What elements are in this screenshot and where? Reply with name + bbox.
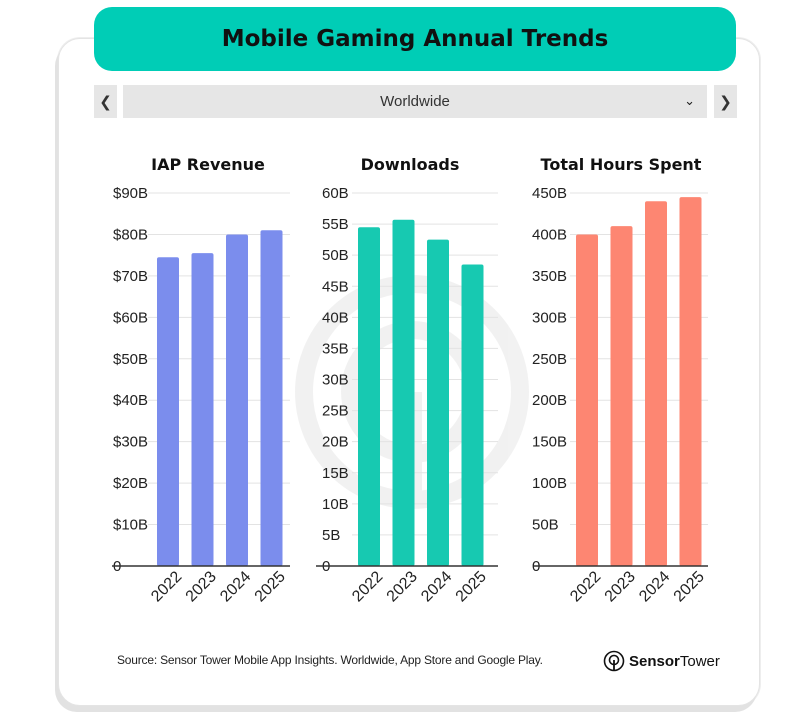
bar-2025 <box>461 264 484 566</box>
y-tick-label: 20B <box>322 434 349 451</box>
y-tick-label: 35B <box>322 340 349 357</box>
chart-title: Total Hours Spent <box>541 155 702 174</box>
x-tick-label: 2025 <box>671 568 708 605</box>
y-tick-label: 40B <box>322 309 349 326</box>
bar-2023 <box>191 253 214 566</box>
x-tick-label: 2024 <box>636 568 673 605</box>
y-tick-label: 300B <box>532 309 567 326</box>
x-tick-label: 2022 <box>148 568 185 605</box>
chart-title: Downloads <box>361 155 460 174</box>
y-tick-label: 25B <box>322 403 349 420</box>
x-tick-label: 2025 <box>252 568 289 605</box>
x-tick-label: 2022 <box>349 568 386 605</box>
brand-name-regular: Tower <box>679 652 720 670</box>
y-tick-label: $80B <box>113 226 148 243</box>
prev-region-button[interactable]: ❮ <box>94 85 117 118</box>
bar-2025 <box>679 197 702 566</box>
y-tick-label: 10B <box>322 496 349 513</box>
y-tick-label: $20B <box>113 475 148 492</box>
bar-2024 <box>427 239 449 566</box>
brand-name-bold: Sensor <box>629 652 680 670</box>
bar-2023 <box>610 226 633 566</box>
y-tick-label: 5B <box>322 527 340 544</box>
y-tick-label: $30B <box>113 434 148 451</box>
y-tick-label: 100B <box>532 475 567 492</box>
y-tick-label: 400B <box>532 226 567 243</box>
x-tick-label: 2022 <box>567 568 604 605</box>
y-tick-label: 200B <box>532 392 567 409</box>
bar-2022 <box>157 257 179 566</box>
y-tick-label: 50B <box>322 247 349 264</box>
chart-title: IAP Revenue <box>151 155 265 174</box>
chevron-down-icon: ⌄ <box>684 93 695 108</box>
chart-panel-0: IAP Revenue0$10B$20B$30B$40B$50B$60B$70B… <box>112 155 290 605</box>
bar-2024 <box>226 234 248 566</box>
x-tick-label: 2023 <box>602 568 639 605</box>
y-tick-label: $70B <box>113 268 148 285</box>
source-note: Source: Sensor Tower Mobile App Insights… <box>117 653 543 667</box>
x-tick-label: 2023 <box>384 568 421 605</box>
y-tick-label: $50B <box>113 351 148 368</box>
bar-2025 <box>260 230 283 567</box>
y-tick-label: 450B <box>532 185 567 202</box>
sensor-tower-logo: Sensor Tower <box>603 650 720 672</box>
y-tick-label: 50B <box>532 517 559 534</box>
y-tick-label: $40B <box>113 392 148 409</box>
y-tick-label: 55B <box>322 216 349 233</box>
page-title: Mobile Gaming Annual Trends <box>94 7 736 71</box>
y-tick-label: 150B <box>532 434 567 451</box>
y-tick-label: $10B <box>113 517 148 534</box>
bar-2022 <box>358 227 380 567</box>
y-tick-label: $90B <box>113 185 148 202</box>
chevron-left-icon: ❮ <box>99 93 112 111</box>
x-tick-label: 2024 <box>418 568 455 605</box>
y-tick-label: 45B <box>322 278 349 295</box>
y-tick-label: 30B <box>322 372 349 389</box>
y-tick-label: 15B <box>322 465 349 482</box>
y-tick-label: $60B <box>113 309 148 326</box>
region-select-value: Worldwide <box>380 93 450 110</box>
bar-2023 <box>392 219 415 566</box>
x-tick-label: 2023 <box>183 568 220 605</box>
y-tick-label: 350B <box>532 268 567 285</box>
bar-2022 <box>576 234 598 566</box>
region-select[interactable]: Worldwide ⌄ <box>123 85 707 118</box>
x-tick-label: 2024 <box>217 568 254 605</box>
chevron-right-icon: ❯ <box>719 93 732 111</box>
next-region-button[interactable]: ❯ <box>714 85 737 118</box>
bar-2024 <box>645 201 667 567</box>
chart-panel-1: Downloads05B10B15B20B25B30B35B40B45B50B5… <box>316 155 498 605</box>
y-tick-label: 60B <box>322 185 349 202</box>
sensor-tower-icon <box>603 650 625 672</box>
x-tick-label: 2025 <box>453 568 490 605</box>
chart-panel-2: Total Hours Spent050B100B150B200B250B300… <box>532 155 708 605</box>
y-tick-label: 250B <box>532 351 567 368</box>
